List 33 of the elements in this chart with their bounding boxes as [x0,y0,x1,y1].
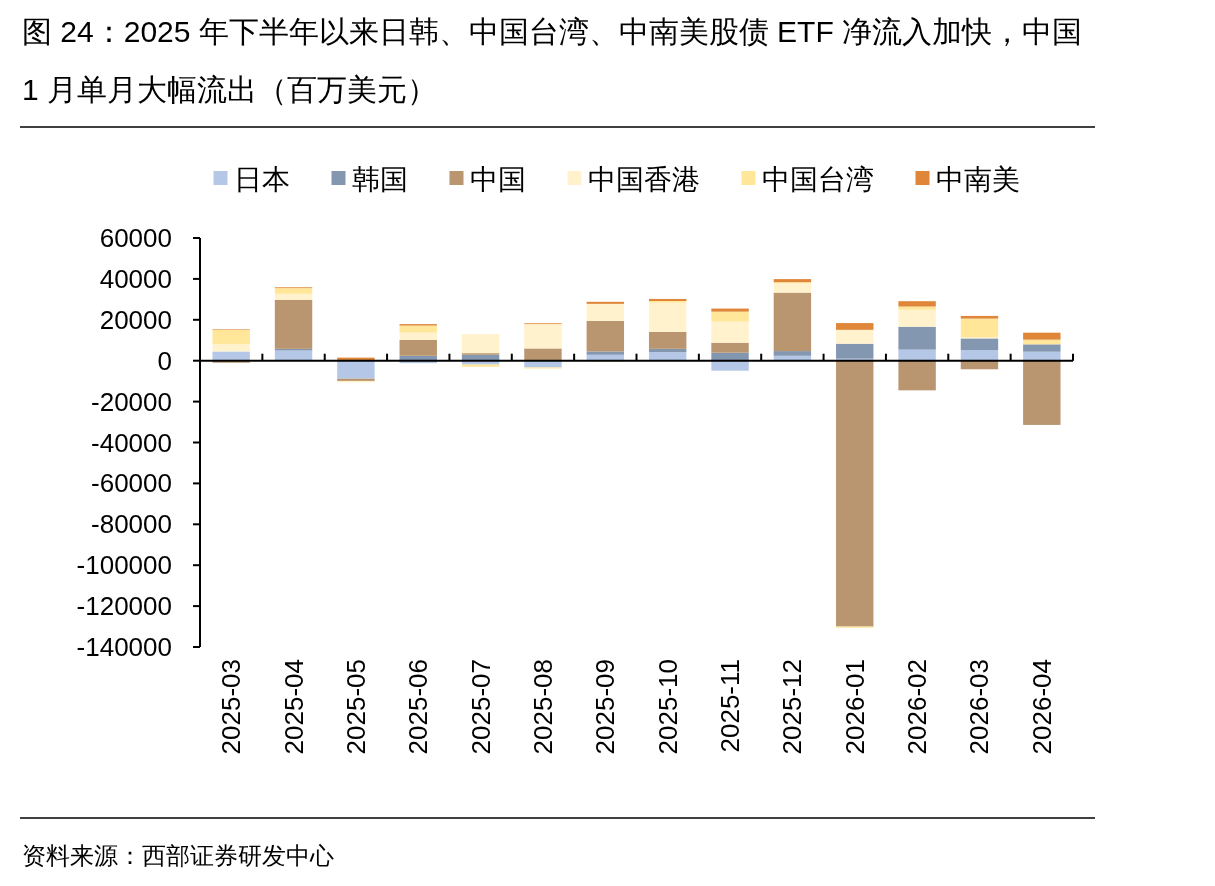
x-tick-label: 2025-05 [340,659,371,755]
y-tick-label: -60000 [91,468,172,499]
legend-label: 中南美 [935,164,1020,195]
x-tick-label: 2025-11 [715,659,746,753]
y-tick-label: 60000 [99,223,172,253]
y-tick-label: -100000 [76,550,172,581]
text: 资料来源：西部证券研发中心 [22,842,334,869]
x-tick-label: 2025-10 [652,659,683,755]
x-tick-label: 2025-08 [527,659,558,755]
x-tick-label: 2026-03 [964,659,995,755]
y-tick-label: 20000 [99,304,172,335]
x-tick-label: 2025-03 [216,659,247,755]
y-tick-label: -80000 [91,509,172,540]
legend-label: 韩国 [351,164,408,195]
x-tick-label: 2026-01 [839,659,870,755]
x-tick-label: 2025-07 [465,659,496,755]
legend-label: 日本 [233,164,290,195]
x-tick-label: 2025-09 [590,659,621,755]
legend-label: 中国 [469,164,526,195]
x-tick-label: 2026-04 [1026,659,1057,755]
y-tick-label: 40000 [99,263,172,294]
y-tick-label: 0 [157,345,172,376]
y-tick-label: -120000 [76,591,172,622]
x-tick-label: 2026-02 [902,659,933,755]
legend-label: 中国香港 [587,164,700,195]
x-tick-label: 2025-06 [403,659,434,755]
chart-title: 图 24：2025 年下半年以来日韩、中国台湾、中南美股债 ETF 净流入加快，中国 1 月单月大幅流出（百万美元） [22,15,1083,106]
x-tick-label: 2025-04 [278,659,309,755]
y-tick-label: -20000 [91,386,172,417]
x-tick-label: 2025-12 [777,659,808,755]
y-tick-label: -40000 [91,427,172,458]
legend-label: 中国台湾 [761,164,874,195]
y-tick-label: -140000 [76,632,172,662]
